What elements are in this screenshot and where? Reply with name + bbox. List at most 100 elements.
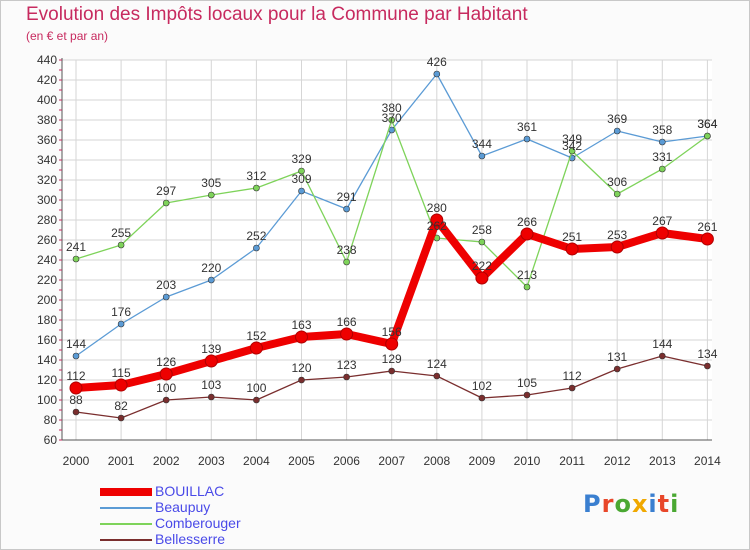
data-label-bellesserre: 144: [652, 337, 672, 351]
series-point-bouillac: [249, 341, 263, 355]
data-label-comberouger: 306: [607, 175, 627, 189]
x-tick-label: 2002: [153, 454, 180, 468]
series-point-beaupuy: [613, 127, 621, 135]
data-label-beaupuy: 361: [517, 120, 537, 134]
logo-letter: i: [670, 490, 680, 518]
logo-letter: P: [583, 490, 602, 518]
y-tick-label: 280: [37, 213, 57, 227]
data-label-beaupuy: 291: [337, 190, 357, 204]
data-label-beaupuy: 358: [652, 123, 672, 137]
x-tick-label: 2010: [514, 454, 541, 468]
series-point-beaupuy: [343, 205, 350, 213]
logo-letter: t: [657, 490, 671, 518]
series-point-comberouger: [613, 190, 621, 198]
series-point-comberouger: [704, 132, 711, 140]
y-tick-label: 100: [37, 393, 57, 407]
series-point-beaupuy: [478, 152, 486, 160]
y-tick-label: 220: [37, 273, 57, 287]
y-tick-label: 120: [37, 373, 57, 387]
y-tick-label: 200: [37, 293, 57, 307]
data-label-bouillac: 166: [337, 315, 357, 329]
legend-item-comberouger: Comberouger: [100, 515, 320, 532]
series-point-beaupuy: [208, 276, 215, 284]
data-label-beaupuy: 426: [427, 55, 447, 69]
series-point-comberouger: [523, 283, 531, 291]
data-label-bouillac: 139: [201, 342, 221, 356]
data-label-bellesserre: 131: [607, 350, 627, 364]
series-point-bellesserre: [162, 396, 170, 404]
series-point-bouillac: [700, 232, 714, 246]
legend-label-bellesserre: Bellesserre: [155, 531, 226, 547]
series-point-beaupuy: [523, 135, 531, 143]
series-point-beaupuy: [658, 138, 666, 146]
data-label-bellesserre: 100: [246, 381, 266, 395]
proxiti-logo: Proxiti: [583, 490, 679, 518]
data-label-comberouger: 312: [246, 169, 266, 183]
data-label-comberouger: 238: [337, 243, 357, 257]
y-tick-label: 240: [37, 253, 57, 267]
data-label-bellesserre: 124: [427, 357, 447, 371]
series-point-bouillac: [204, 354, 218, 368]
series-point-comberouger: [208, 191, 215, 199]
data-label-bellesserre: 82: [114, 399, 128, 413]
series-point-bellesserre: [478, 394, 486, 402]
data-label-beaupuy: 144: [66, 337, 86, 351]
series-point-bouillac: [385, 337, 399, 351]
y-tick-label: 180: [37, 313, 57, 327]
data-label-comberouger: 331: [652, 150, 672, 164]
y-tick-label: 300: [37, 193, 57, 207]
legend-label-beaupuy: Beaupuy: [155, 499, 211, 515]
data-label-bouillac: 163: [291, 318, 311, 332]
y-tick-label: 160: [37, 333, 57, 347]
data-label-comberouger: 297: [156, 184, 176, 198]
x-tick-label: 2003: [198, 454, 225, 468]
logo-letter: o: [614, 490, 632, 518]
legend-swatch-beaupuy: [100, 507, 152, 509]
series-point-comberouger: [72, 255, 80, 263]
series-point-bellesserre: [208, 393, 215, 401]
legend-item-bouillac: BOUILLAC: [100, 483, 320, 500]
series-point-bouillac: [475, 271, 489, 285]
y-tick-label: 380: [37, 113, 57, 127]
series-point-comberouger: [343, 258, 350, 266]
data-label-comberouger: 380: [382, 101, 402, 115]
y-tick-label: 140: [37, 353, 57, 367]
chart-title: Evolution des Impôts locaux pour la Comm…: [26, 4, 528, 25]
data-label-bellesserre: 103: [201, 378, 221, 392]
data-label-bouillac: 222: [472, 259, 492, 273]
legend-item-bellesserre: Bellesserre: [100, 531, 320, 548]
y-tick-label: 320: [37, 173, 57, 187]
series-point-comberouger: [253, 184, 260, 192]
data-label-beaupuy: 176: [111, 305, 131, 319]
series-point-comberouger: [388, 116, 396, 124]
y-tick-label: 440: [37, 53, 57, 67]
data-label-bouillac: 152: [246, 329, 266, 343]
x-tick-label: 2005: [288, 454, 315, 468]
data-label-bouillac: 266: [517, 215, 537, 229]
series-point-beaupuy: [433, 70, 441, 78]
y-tick-label: 360: [37, 133, 57, 147]
y-tick-label: 340: [37, 153, 57, 167]
x-tick-label: 2006: [333, 454, 360, 468]
series-point-bouillac: [114, 378, 128, 392]
series-point-bellesserre: [298, 376, 305, 384]
x-tick-label: 2004: [243, 454, 270, 468]
data-label-beaupuy: 344: [472, 137, 492, 151]
y-tick-label: 80: [44, 413, 58, 427]
data-label-comberouger: 305: [201, 176, 221, 190]
x-tick-label: 2009: [469, 454, 496, 468]
data-label-comberouger: 364: [697, 117, 717, 131]
series-point-comberouger: [658, 165, 666, 173]
data-label-bouillac: 156: [382, 325, 402, 339]
data-label-bouillac: 251: [562, 230, 582, 244]
series-point-bouillac: [520, 227, 534, 241]
data-label-bouillac: 261: [697, 220, 717, 234]
data-label-bellesserre: 88: [69, 393, 83, 407]
data-label-bouillac: 267: [652, 214, 672, 228]
series-point-beaupuy: [162, 293, 170, 301]
data-label-bellesserre: 105: [517, 376, 537, 390]
data-label-bellesserre: 120: [291, 361, 311, 375]
data-label-beaupuy: 203: [156, 278, 176, 292]
series-point-beaupuy: [253, 244, 260, 252]
